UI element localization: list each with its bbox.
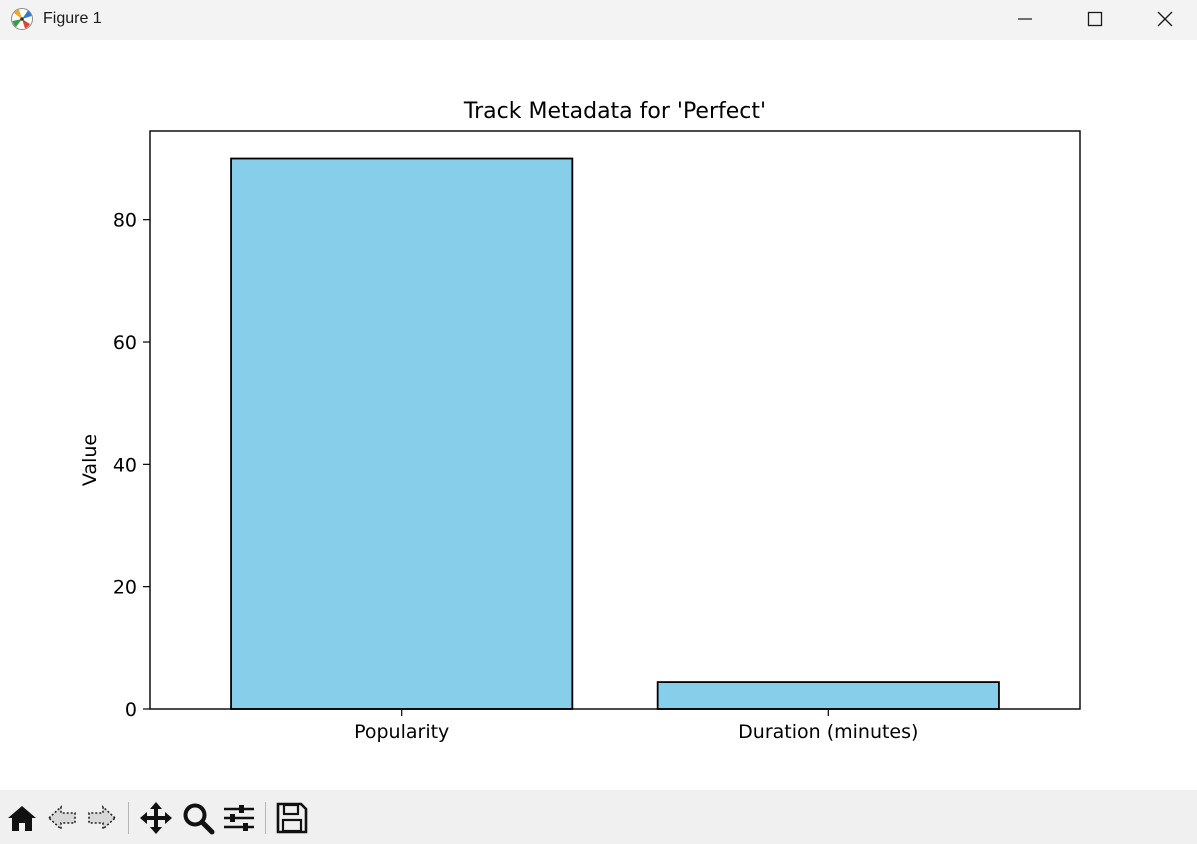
chart-title: Track Metadata for 'Perfect' xyxy=(463,99,766,124)
home-button[interactable] xyxy=(4,800,40,836)
back-arrow-icon xyxy=(47,805,76,831)
back-button[interactable] xyxy=(44,800,80,836)
window-title: Figure 1 xyxy=(43,10,102,27)
save-icon xyxy=(276,802,308,834)
x-axis-ticks: Popularity Duration (minutes) xyxy=(354,709,918,743)
configure-subplots-icon xyxy=(224,805,254,831)
bar-0 xyxy=(230,157,574,710)
minimize-button[interactable] xyxy=(990,0,1060,40)
close-icon xyxy=(1157,11,1173,27)
bar-chart: Track Metadata for 'Perfect' Value 0 20 40… xyxy=(79,99,1081,743)
y-axis-label: Value xyxy=(79,434,101,486)
maximize-icon xyxy=(1087,11,1103,27)
zoom-icon xyxy=(183,803,215,835)
pan-icon xyxy=(140,802,172,834)
toolbar-separator xyxy=(265,802,266,834)
title-bar: Figure 1 xyxy=(0,0,1197,40)
forward-arrow-icon xyxy=(88,805,117,831)
y-tick-label: 0 xyxy=(125,699,137,721)
x-tick-label: Popularity xyxy=(354,721,449,743)
pan-button[interactable] xyxy=(138,800,174,836)
figure-canvas: Track Metadata for 'Perfect' Value 0 20 40… xyxy=(0,40,1197,790)
maximize-button[interactable] xyxy=(1060,0,1130,40)
x-tick-label: Duration (minutes) xyxy=(738,721,918,743)
y-tick-label: 40 xyxy=(113,454,137,476)
toolbar-separator xyxy=(128,802,129,834)
close-button[interactable] xyxy=(1130,0,1197,40)
save-button[interactable] xyxy=(274,800,310,836)
y-tick-label: 80 xyxy=(113,210,137,232)
matplotlib-logo-icon xyxy=(11,8,33,30)
minimize-icon xyxy=(1018,18,1032,20)
y-tick-label: 60 xyxy=(113,332,137,354)
navigation-toolbar xyxy=(0,790,1197,844)
zoom-button[interactable] xyxy=(180,800,216,836)
bars-group xyxy=(230,157,1000,710)
y-axis-ticks: 0 20 40 60 80 xyxy=(113,210,150,721)
configure-subplots-button[interactable] xyxy=(221,800,257,836)
forward-button[interactable] xyxy=(84,800,120,836)
home-icon xyxy=(8,806,36,831)
y-tick-label: 20 xyxy=(113,577,137,599)
plot-frame xyxy=(149,130,1081,710)
bar-1 xyxy=(656,681,1000,710)
